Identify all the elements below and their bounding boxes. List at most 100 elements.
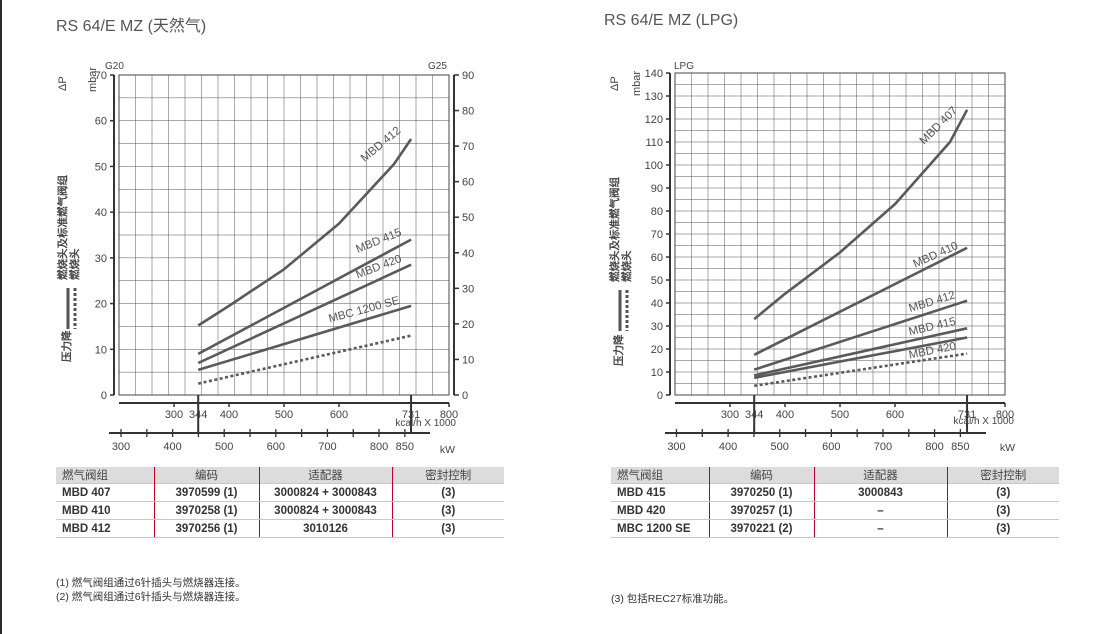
delta-p-label: ΔP [609, 76, 621, 91]
y-tick-label: 90 [651, 183, 663, 195]
table-cell: 3970599 (1) [153, 483, 259, 502]
y-tick-label: 60 [651, 252, 663, 264]
y-tick-label: 10 [651, 367, 663, 379]
y-tick-label: 10 [95, 344, 107, 356]
kcal-axis: 300344400500600731800 [119, 402, 458, 421]
series-line-burner-head [197, 334, 412, 385]
kcal-tick-label: 800 [996, 409, 1014, 421]
table-cell: (3) [946, 519, 1059, 538]
table-row: MBD 407 3970599 (1) 3000824 + 3000843 (3… [56, 483, 504, 502]
curve-label-mbd-415: MBD 415 [354, 227, 403, 256]
table-cell: – [813, 501, 947, 520]
series-line-mbd-410 [753, 246, 968, 356]
table-cell: MBD 407 [56, 483, 154, 502]
kw-tick-label: 850 [396, 441, 414, 453]
y-tick-label: 40 [95, 207, 107, 219]
table-cell: 3970221 (2) [708, 519, 814, 538]
table-row: MBD 412 3970256 (1) 3010126 (3) [56, 519, 504, 538]
y2-tick-label: 60 [462, 177, 474, 189]
mbar-label: mbar [87, 67, 99, 92]
table-cell: MBD 415 [611, 483, 709, 502]
table-header-row: 燃气阀组 编码 适配器 密封控制 [611, 467, 1059, 484]
kcal-tick-label: 300 [165, 409, 183, 421]
y-tick-label: 70 [95, 70, 107, 82]
y-tick-label: 120 [645, 114, 663, 126]
delta-p-label: ΔP [57, 76, 69, 91]
header-cell: 密封控制 [391, 467, 504, 484]
kcal-tick-label: 600 [886, 409, 904, 421]
header-cell: 编码 [153, 467, 259, 484]
y-tick-label: 60 [95, 116, 107, 128]
series-line-mbc-1200-se [197, 304, 412, 372]
header-cell: 编码 [708, 467, 814, 484]
y-tick-label: 100 [645, 160, 663, 172]
y2-tick-label: 20 [462, 319, 474, 331]
y2-tick-label: 40 [462, 248, 474, 260]
header-cell: 密封控制 [946, 467, 1059, 484]
left-valve-table: 燃气阀组 编码 适配器 密封控制 MBD 407 3970599 (1) 300… [56, 467, 504, 538]
table-cell: 3970256 (1) [153, 519, 259, 538]
right-footnotes: (3) 包括REC27标准功能。 [611, 592, 734, 606]
plot-area [197, 138, 413, 433]
grid [674, 72, 1006, 396]
series-line-mbd-407 [753, 109, 969, 321]
y-tick-label: 140 [645, 68, 663, 80]
table-cell: (3) [391, 483, 504, 502]
kcal-tick-label: 800 [440, 409, 458, 421]
table-row: MBC 1200 SE 3970221 (2) – (3) [611, 519, 1059, 538]
y-tick-label: 30 [95, 253, 107, 265]
table-cell: (3) [946, 501, 1059, 520]
y-tick-label: 30 [651, 321, 663, 333]
footnote: (2) 燃气阀组通过6针插头与燃烧器连接。 [56, 591, 246, 603]
plot-area [753, 109, 969, 433]
lpg-pressure-chart: ΔP mbar 燃烧头及标准燃气阀组 燃烧头 压力降 0 10 20 30 40 50 60… [608, 61, 1015, 454]
y-axis: 0 10 20 30 40 50 60 70 [95, 70, 115, 402]
table-cell: 3000843 [813, 483, 947, 502]
footnote: (1) 燃气阀组通过6针插头与燃烧器连接。 [56, 577, 246, 589]
table-cell: (3) [391, 501, 504, 520]
left-chart-title: RS 64/E MZ (天然气) [56, 18, 207, 35]
table-cell: – [813, 519, 947, 538]
kcal-tick-label: 500 [275, 409, 293, 421]
header-cell: 燃气阀组 [611, 467, 709, 484]
kw-unit-label: kW [440, 444, 455, 456]
header-cell: 适配器 [813, 467, 947, 484]
kw-tick-label: 500 [215, 441, 233, 453]
table-header-row: 燃气阀组 编码 适配器 密封控制 [56, 467, 504, 484]
right-chart-title: RS 64/E MZ (LPG) [604, 12, 739, 29]
y2-axis: 0 10 20 30 40 50 60 70 80 90 [453, 70, 474, 402]
table-cell: MBD 412 [56, 519, 154, 538]
left-axis-label: G20 [105, 61, 124, 72]
kcal-tick-label: 600 [330, 409, 348, 421]
series-line-mbd-420 [753, 336, 968, 380]
natural-gas-pressure-chart: ΔP mbar 燃烧头及标准燃气阀组 燃烧头 压力降 0 10 20 30 40 50 60… [56, 61, 474, 456]
kcal-unit-label: kcal/h X 1000 [395, 418, 456, 429]
kw-tick-label: 700 [874, 441, 892, 453]
legend-head-text: 燃烧头及标准燃气阀组 [608, 177, 621, 282]
kcal-tick-label: 400 [220, 409, 238, 421]
kcal-tick-label: 500 [831, 409, 849, 421]
table-cell: 3000824 + 3000843 [258, 483, 392, 502]
series-line-mbd-412 [197, 138, 413, 327]
series-line-mbd-420 [197, 263, 412, 365]
y2-tick-label: 10 [462, 354, 474, 366]
mbar-label: mbar [631, 71, 643, 96]
kw-tick-label: 300 [667, 441, 685, 453]
y-tick-label: 130 [645, 91, 663, 103]
pressure-drop-label: 压力降 [612, 334, 625, 366]
right-axis-label: G25 [428, 61, 447, 72]
kw-tick-label: 600 [267, 441, 285, 453]
kcal-tick-label: 300 [721, 409, 739, 421]
y2-tick-label: 50 [462, 212, 474, 224]
plot-frame [118, 74, 450, 396]
kw-tick-label: 800 [925, 441, 943, 453]
table-cell: MBC 1200 SE [611, 519, 709, 538]
plot-frame [674, 72, 1006, 396]
right-valve-table: 燃气阀组 编码 适配器 密封控制 MBD 415 3970250 (1) 300… [611, 467, 1059, 538]
kw-tick-label: 300 [112, 441, 130, 453]
kw-tick-label: 700 [318, 441, 336, 453]
kw-tick-label: 500 [771, 441, 789, 453]
table-cell: MBD 420 [611, 501, 709, 520]
kcal-unit-label: kcal/h X 1000 [953, 416, 1014, 427]
table-cell: 3010126 [258, 519, 392, 538]
